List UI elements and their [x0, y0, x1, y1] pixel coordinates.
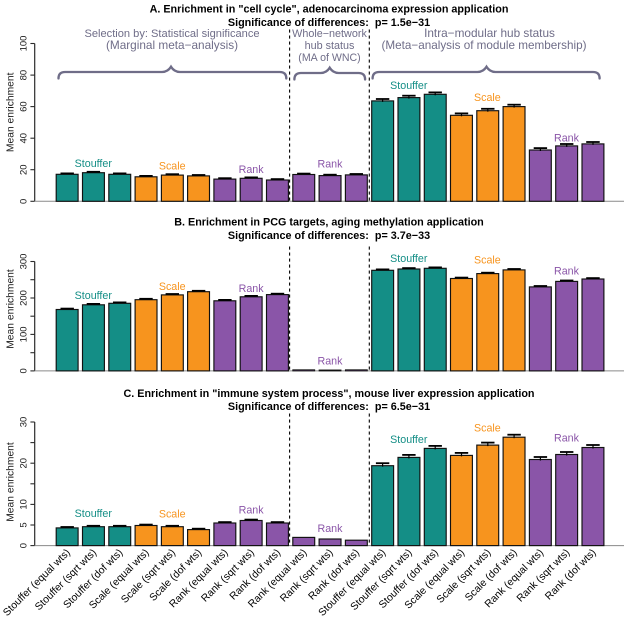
- svg-text:Scale: Scale: [159, 281, 186, 293]
- svg-text:Scale: Scale: [159, 161, 186, 173]
- svg-text:Stouffer: Stouffer: [75, 508, 113, 520]
- svg-text:Rank: Rank: [239, 164, 265, 176]
- svg-text:Rank: Rank: [318, 523, 344, 535]
- svg-text:30: 30: [18, 417, 29, 428]
- svg-text:Scale: Scale: [474, 423, 501, 435]
- svg-text:0: 0: [18, 543, 29, 548]
- svg-text:5: 5: [18, 522, 29, 527]
- svg-text:Rank: Rank: [239, 504, 265, 516]
- svg-text:Scale: Scale: [474, 92, 501, 104]
- svg-text:Mean enrichment: Mean enrichment: [6, 269, 17, 349]
- svg-text:Stouffer: Stouffer: [75, 158, 113, 170]
- svg-text:Stouffer: Stouffer: [390, 80, 428, 92]
- svg-text:Intra−modular hub status: Intra−modular hub status: [424, 26, 555, 40]
- svg-text:Rank: Rank: [239, 283, 265, 295]
- svg-text:Mean enrichment: Mean enrichment: [6, 72, 17, 152]
- svg-text:B. Enrichment in PCG targets,: B. Enrichment in PCG targets, aging meth…: [174, 217, 484, 229]
- svg-text:Stouffer: Stouffer: [390, 253, 428, 265]
- svg-text:Rank: Rank: [554, 433, 580, 445]
- svg-text:Selection by: Statistical sign: Selection by: Statistical significance: [84, 28, 259, 40]
- svg-text:Rank: Rank: [318, 355, 344, 367]
- svg-text:0: 0: [18, 199, 29, 204]
- svg-text:Significance of differences:: Significance of differences: p= 3.7e−33: [228, 230, 430, 242]
- svg-text:100: 100: [18, 326, 29, 342]
- svg-text:200: 200: [18, 290, 29, 306]
- svg-text:Whole−network: Whole−network: [292, 28, 367, 40]
- svg-text:Mean enrichment: Mean enrichment: [6, 442, 17, 522]
- svg-text:A. Enrichment in "cell cycle",: A. Enrichment in "cell cycle", adenocarc…: [150, 4, 509, 16]
- svg-text:Significance of differences:: Significance of differences: p= 6.5e−31: [228, 401, 430, 413]
- svg-text:Rank: Rank: [318, 159, 344, 171]
- svg-text:hub status: hub status: [305, 40, 355, 52]
- svg-text:Stouffer: Stouffer: [390, 434, 428, 446]
- svg-text:(Marginal meta−analysis): (Marginal meta−analysis): [106, 38, 238, 52]
- svg-text:Stouffer: Stouffer: [75, 290, 113, 302]
- svg-text:C. Enrichment in "immune syste: C. Enrichment in "immune system process"…: [123, 388, 534, 400]
- svg-text:10: 10: [18, 499, 29, 510]
- svg-text:60: 60: [18, 101, 29, 112]
- svg-text:Rank: Rank: [554, 265, 580, 277]
- svg-text:40: 40: [18, 133, 29, 144]
- svg-text:20: 20: [18, 458, 29, 469]
- svg-text:Scale: Scale: [474, 254, 501, 266]
- svg-text:Significance of differences:: Significance of differences: p= 1.5e−31: [228, 17, 430, 29]
- svg-text:(Meta−analysis of module membe: (Meta−analysis of module membership): [382, 39, 587, 52]
- svg-text:Rank: Rank: [554, 132, 580, 144]
- svg-text:0: 0: [18, 368, 29, 373]
- svg-text:20: 20: [18, 164, 29, 175]
- svg-text:100: 100: [18, 36, 29, 52]
- svg-text:80: 80: [18, 70, 29, 81]
- svg-text:300: 300: [18, 254, 29, 270]
- svg-text:(MA of WNC): (MA of WNC): [298, 52, 360, 64]
- svg-text:Scale: Scale: [159, 508, 186, 520]
